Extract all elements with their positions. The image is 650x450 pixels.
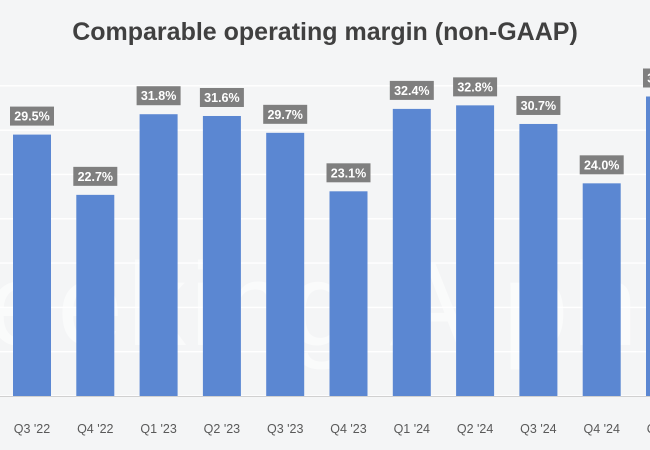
data-label-box [199,87,244,107]
data-label-box [136,86,181,106]
data-label: 30.7% [516,95,561,115]
bars [13,96,650,397]
data-label-text: 29.5% [14,110,49,124]
data-label: 29.7% [263,104,308,124]
bar-q4-24 [582,183,621,396]
data-label: 31.8% [136,86,181,106]
data-label: 32.8% [453,77,498,97]
data-label-text: 30.7% [521,99,556,113]
data-label-box [516,95,561,115]
data-label-box [643,68,650,88]
data-label: 24.0% [579,155,624,175]
bar-q2-24 [456,105,495,396]
bar-q1-25 [646,96,650,396]
data-label-text: 32.4% [394,84,429,98]
x-tick-label: Q4 '22 [77,422,113,436]
chart-title: Comparable operating margin (non-GAAP) [72,18,578,46]
x-tick-label: Q1 '24 [394,422,430,436]
data-label-box [73,166,118,186]
data-label-text: 33.8% [647,71,650,85]
data-label: 22.7% [73,166,118,186]
data-label-text: 22.7% [78,170,113,184]
x-tick-label: Q4 '24 [583,422,619,436]
data-label-text: 32.8% [457,80,492,94]
bar-q2-23 [202,115,241,396]
x-axis-ticks: Q3 '22 Q4 '22 Q1 '23 Q2 '23 Q3 '23 Q4 '23 Q1 '… [14,422,650,436]
bar-q1-24 [392,108,431,397]
bar-q3-24 [519,123,558,396]
data-labels: 29.5% 22.7% 31.8% 31.6% 29.7% 23.1% 32.4% 32.8%… [10,68,650,186]
x-tick-label: Q2 '23 [204,422,240,436]
data-label-box [579,155,624,175]
x-tick-label: Q3 '24 [520,422,556,436]
data-label-text: 23.1% [331,166,366,180]
data-label-box [453,77,498,97]
data-label: 31.6% [199,87,244,107]
bar-q3-22 [13,134,51,396]
data-label-box [389,80,434,100]
x-tick-label: Q3 '23 [267,422,303,436]
bar-q3-23 [266,132,305,396]
bar-q4-23 [329,191,368,396]
x-tick-label: Q2 '24 [457,422,493,436]
bar-q4-22 [76,194,115,396]
data-label-box [263,104,308,124]
x-tick-label: Q1 '23 [140,422,176,436]
bar-q1-23 [139,114,178,396]
x-tick-label: Q3 '22 [14,422,50,436]
data-label-text: 29.7% [267,108,302,122]
data-label: 29.5% [10,106,54,126]
data-label-text: 31.8% [141,89,176,103]
data-label-text: 24.0% [584,158,619,172]
data-label-text: 31.6% [204,91,239,105]
data-label: 23.1% [326,163,371,183]
data-label-box [326,163,371,183]
x-tick-label: Q4 '23 [330,422,366,436]
data-label: 32.4% [389,80,434,100]
data-label: 33.8% [643,68,650,88]
data-label-box [10,106,54,126]
x-tick-label: Q1 '25 [647,422,650,436]
